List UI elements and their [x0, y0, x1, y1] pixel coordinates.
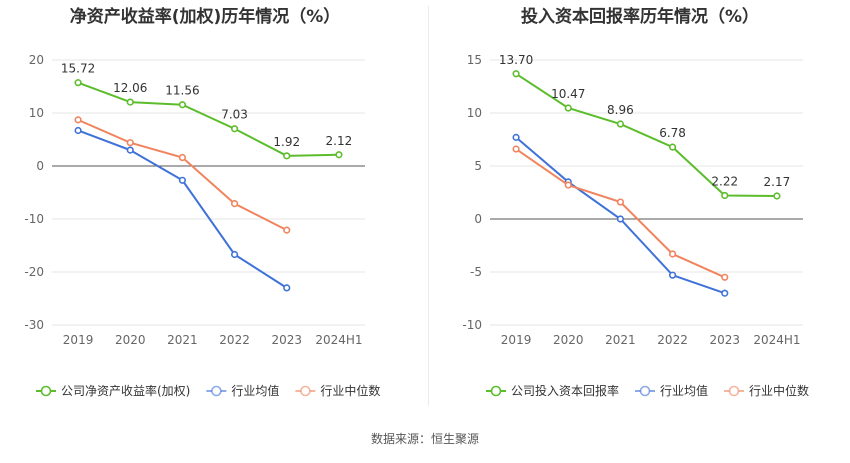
data-point	[335, 151, 343, 159]
data-point	[126, 98, 134, 106]
data-label: 1.92	[273, 135, 300, 149]
series-line	[515, 148, 726, 279]
data-label: 2.17	[764, 175, 791, 189]
x-tick-label: 2022	[219, 333, 250, 347]
data-point	[178, 101, 187, 109]
chart-title: 投入资本回报率历年情况（%）	[521, 6, 759, 27]
data-label: 2.12	[326, 134, 353, 148]
legend-swatch-marker	[300, 385, 311, 397]
series-line	[515, 72, 777, 197]
series-line	[77, 118, 288, 232]
data-point	[512, 70, 520, 78]
y-tick-label: -10	[24, 212, 44, 226]
data-point	[512, 133, 520, 141]
data-label: 10.47	[551, 87, 585, 101]
legend-label: 行业均值	[660, 383, 708, 398]
y-tick-label: -5	[470, 265, 482, 279]
legend-swatch-marker	[639, 385, 651, 397]
y-tick-label: -10	[462, 318, 482, 332]
data-point	[668, 250, 677, 258]
legend-swatch-marker	[40, 385, 52, 397]
data-point	[178, 176, 187, 184]
data-point	[74, 126, 82, 135]
chart-2: 投入资本回报率历年情况（%） 15 10 5 0 -5 -10 2019 2020 2021 202…	[462, 6, 809, 398]
chart-1: 净资产收益率(加权)历年情况（%） 20 10 0 -10 -20 -30 2019 2020 2…	[24, 6, 380, 398]
x-tick-label: 2019	[501, 333, 532, 347]
data-point	[616, 215, 625, 223]
y-tick-label: 0	[36, 159, 44, 173]
data-label: 13.70	[499, 53, 533, 67]
legend-item: 行业均值	[206, 383, 279, 398]
legend-item: 行业中位数	[295, 383, 380, 398]
x-tick-label: 2022	[657, 333, 688, 347]
legend-label: 行业中位数	[749, 383, 809, 398]
x-tick-label: 2024H1	[315, 333, 362, 347]
y-tick-label: 15	[467, 53, 482, 67]
x-tick-label: 2024H1	[753, 333, 800, 347]
legend-item: 公司净资产收益率(加权)	[36, 383, 190, 398]
y-tick-label: 0	[474, 212, 482, 226]
x-tick-label: 2020	[115, 333, 146, 347]
data-point	[721, 273, 729, 281]
x-tick-label: 2021	[167, 333, 198, 347]
data-point	[74, 79, 82, 87]
x-tick-label: 2021	[605, 333, 636, 347]
data-point	[178, 153, 187, 162]
legend-label: 行业中位数	[320, 383, 380, 398]
data-label: 11.56	[165, 84, 199, 98]
legend-label: 公司净资产收益率(加权)	[61, 383, 190, 398]
data-label: 2.22	[711, 174, 738, 188]
data-point	[512, 145, 520, 153]
data-point	[230, 200, 239, 208]
data-point	[721, 191, 729, 200]
legend-swatch-marker	[490, 385, 502, 397]
data-point	[773, 192, 781, 200]
data-label: 6.78	[659, 126, 686, 140]
x-tick-label: 2023	[709, 333, 740, 347]
series-line	[77, 81, 339, 157]
data-point	[283, 226, 291, 234]
data-point	[283, 152, 291, 160]
data-label: 15.72	[61, 62, 95, 76]
data-point	[74, 116, 82, 124]
data-label: 12.06	[113, 81, 147, 95]
data-point	[721, 289, 729, 297]
series-line	[515, 136, 726, 295]
y-tick-label: 10	[467, 106, 482, 120]
data-point	[230, 250, 239, 259]
data-point	[616, 198, 625, 206]
legend-item: 行业均值	[635, 383, 708, 398]
y-tick-label: -20	[24, 265, 44, 279]
data-label: 7.03	[221, 108, 248, 122]
legend-item: 行业中位数	[724, 383, 809, 398]
x-tick-label: 2020	[553, 333, 584, 347]
data-point	[564, 181, 572, 189]
x-tick-label: 2019	[63, 333, 94, 347]
legend-swatch-marker	[211, 385, 222, 397]
source-note: 数据来源：恒生聚源	[370, 432, 479, 446]
x-tick-label: 2023	[271, 333, 302, 347]
legend-label: 公司投入资本回报率	[511, 383, 619, 398]
data-point	[616, 120, 625, 128]
legend-label: 行业均值	[231, 383, 279, 398]
y-tick-label: 20	[29, 53, 44, 67]
chart-title: 净资产收益率(加权)历年情况（%）	[70, 6, 341, 27]
panel-divider	[428, 6, 429, 406]
legend-swatch-marker	[728, 385, 740, 397]
data-point	[668, 271, 677, 279]
data-point	[126, 146, 134, 154]
y-tick-label: -30	[24, 318, 44, 332]
data-point	[283, 284, 291, 292]
data-label: 8.96	[607, 103, 634, 117]
legend-item: 公司投入资本回报率	[486, 383, 619, 398]
y-tick-label: 10	[29, 106, 44, 120]
data-point	[230, 125, 239, 133]
y-tick-label: 5	[474, 159, 482, 173]
data-point	[126, 139, 134, 147]
data-point	[564, 104, 572, 112]
data-point	[668, 143, 677, 151]
